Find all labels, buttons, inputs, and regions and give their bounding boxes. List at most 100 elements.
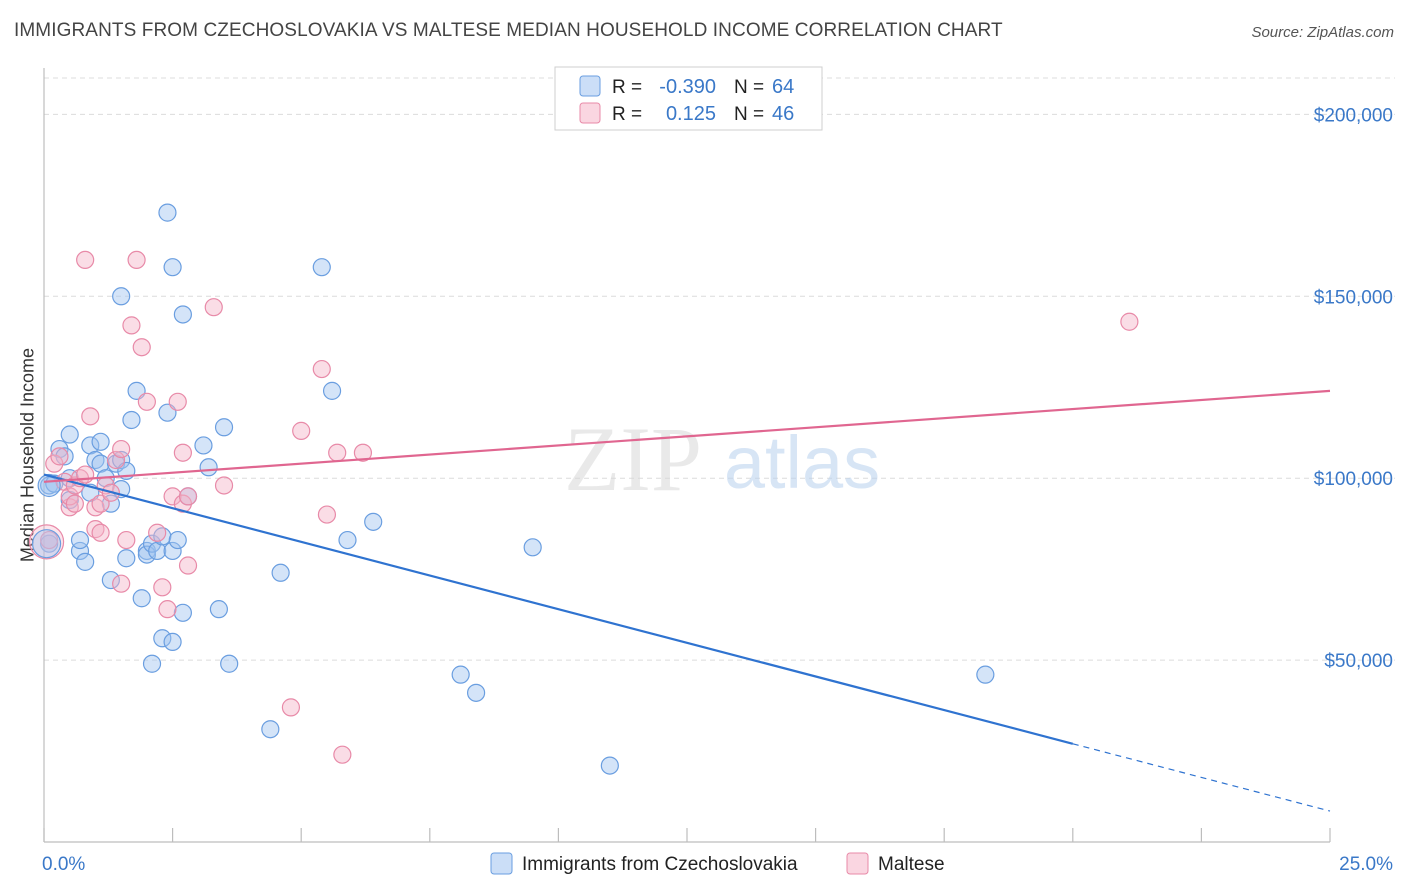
point-maltese [328, 443, 347, 462]
point-maltese [173, 443, 192, 462]
point-maltese [122, 316, 141, 335]
point-maltese [204, 298, 223, 317]
point-czechoslovakia [220, 654, 239, 673]
point-czechoslovakia [70, 541, 90, 561]
chart-title: IMMIGRANTS FROM CZECHOSLOVAKIA VS MALTES… [14, 20, 1003, 41]
point-czechoslovakia [76, 552, 95, 571]
point-maltese [148, 523, 167, 542]
point-maltese [127, 250, 146, 270]
point-czechoslovakia [137, 545, 156, 564]
x-tick-label: 0.0% [42, 854, 85, 875]
trend-lines [43, 389, 1331, 812]
point-maltese [1120, 312, 1139, 331]
point-maltese [333, 745, 352, 764]
legend-label-czechoslovakia: Immigrants from Czechoslovakia [522, 854, 798, 875]
point-czechoslovakia [132, 589, 151, 608]
point-czechoslovakia [312, 258, 331, 277]
point-czechoslovakia [194, 436, 213, 455]
watermark-zip: ZIP [564, 408, 702, 510]
point-czechoslovakia [338, 530, 357, 550]
point-czechoslovakia [153, 629, 172, 648]
point-maltese [65, 494, 84, 513]
point-czechoslovakia [976, 665, 995, 684]
stats-r-value-blue: -0.390 [659, 76, 716, 98]
y-tick-label: $200,000 [1314, 105, 1393, 126]
point-maltese [214, 476, 234, 495]
point-czechoslovakia [112, 287, 131, 306]
point-maltese [281, 698, 301, 717]
point-maltese [76, 250, 95, 270]
point-czechoslovakia [271, 563, 290, 582]
point-maltese [117, 530, 136, 550]
point-maltese [353, 443, 373, 462]
point-czechoslovakia [91, 432, 110, 451]
trend-line-czechoslovakia [43, 473, 1074, 745]
point-maltese [178, 556, 198, 575]
point-maltese [153, 578, 172, 597]
point-czechoslovakia [214, 418, 234, 437]
point-czechoslovakia [209, 600, 228, 619]
stats-legend-swatch-blue [579, 75, 601, 97]
point-czechoslovakia [60, 425, 79, 444]
gridlines [44, 77, 1395, 661]
point-maltese [40, 530, 59, 550]
point-maltese [163, 487, 182, 506]
trend-line-czechoslovakia-extension [1072, 743, 1331, 812]
point-maltese [292, 421, 311, 440]
point-czechoslovakia [173, 603, 192, 622]
watermark: ZIP atlas [564, 408, 880, 510]
point-czechoslovakia [451, 665, 470, 684]
point-czechoslovakia [163, 541, 182, 561]
point-maltese [312, 359, 331, 379]
stats-n-value-pink: 46 [772, 103, 794, 125]
point-czechoslovakia [101, 494, 120, 513]
point-czechoslovakia [101, 570, 120, 590]
point-maltese [76, 465, 95, 484]
y-tick-label: $150,000 [1314, 287, 1393, 308]
stats-n-value-blue: 64 [772, 76, 794, 98]
watermark-atlas: atlas [724, 421, 880, 504]
stats-r-label-pink: R = [612, 104, 642, 125]
point-czechoslovakia [523, 538, 542, 557]
point-czechoslovakia [173, 305, 192, 324]
point-czechoslovakia [55, 447, 74, 466]
point-maltese [158, 600, 177, 619]
point-maltese [137, 392, 156, 411]
y-tick-label: $100,000 [1314, 469, 1393, 490]
point-czechoslovakia [163, 632, 182, 652]
point-maltese [132, 338, 151, 357]
point-maltese [168, 392, 187, 411]
legend-swatch-czechoslovakia [490, 852, 513, 875]
point-czechoslovakia [261, 720, 280, 739]
trend-line-maltese [43, 389, 1331, 483]
stats-legend-swatch-pink [579, 102, 601, 124]
point-czechoslovakia [168, 530, 187, 550]
x-tick-label: 25.0% [1339, 854, 1393, 875]
point-maltese [106, 450, 126, 470]
point-czechoslovakia [112, 450, 131, 470]
point-maltese [317, 505, 337, 524]
point-czechoslovakia [364, 512, 383, 531]
stats-r-label-blue: R = [612, 77, 642, 98]
stats-r-value-pink: 0.125 [666, 103, 716, 125]
legend-swatch-maltese [846, 852, 869, 875]
point-czechoslovakia [122, 410, 141, 430]
y-tick-label: $50,000 [1324, 651, 1393, 672]
point-czechoslovakia-cluster [37, 473, 61, 498]
point-czechoslovakia [158, 203, 177, 222]
point-czechoslovakia [466, 683, 486, 702]
stats-n-label-pink: N = [734, 104, 764, 125]
chart-source: Source: ZipAtlas.com [1251, 24, 1394, 41]
point-maltese [112, 439, 131, 459]
point-maltese [112, 574, 131, 593]
point-czechoslovakia [199, 458, 218, 477]
tick-labels: $50,000 $100,000 $150,000 $200,000 0.0% 25.0% [42, 105, 1393, 875]
point-czechoslovakia [117, 549, 136, 568]
stats-legend: R = -0.390 N = 64 R = 0.125 N = 46 [554, 66, 823, 131]
point-maltese [91, 523, 110, 542]
axes [43, 68, 1331, 843]
point-czechoslovakia [70, 530, 90, 550]
data-points [28, 203, 1139, 775]
point-czechoslovakia [142, 654, 162, 673]
